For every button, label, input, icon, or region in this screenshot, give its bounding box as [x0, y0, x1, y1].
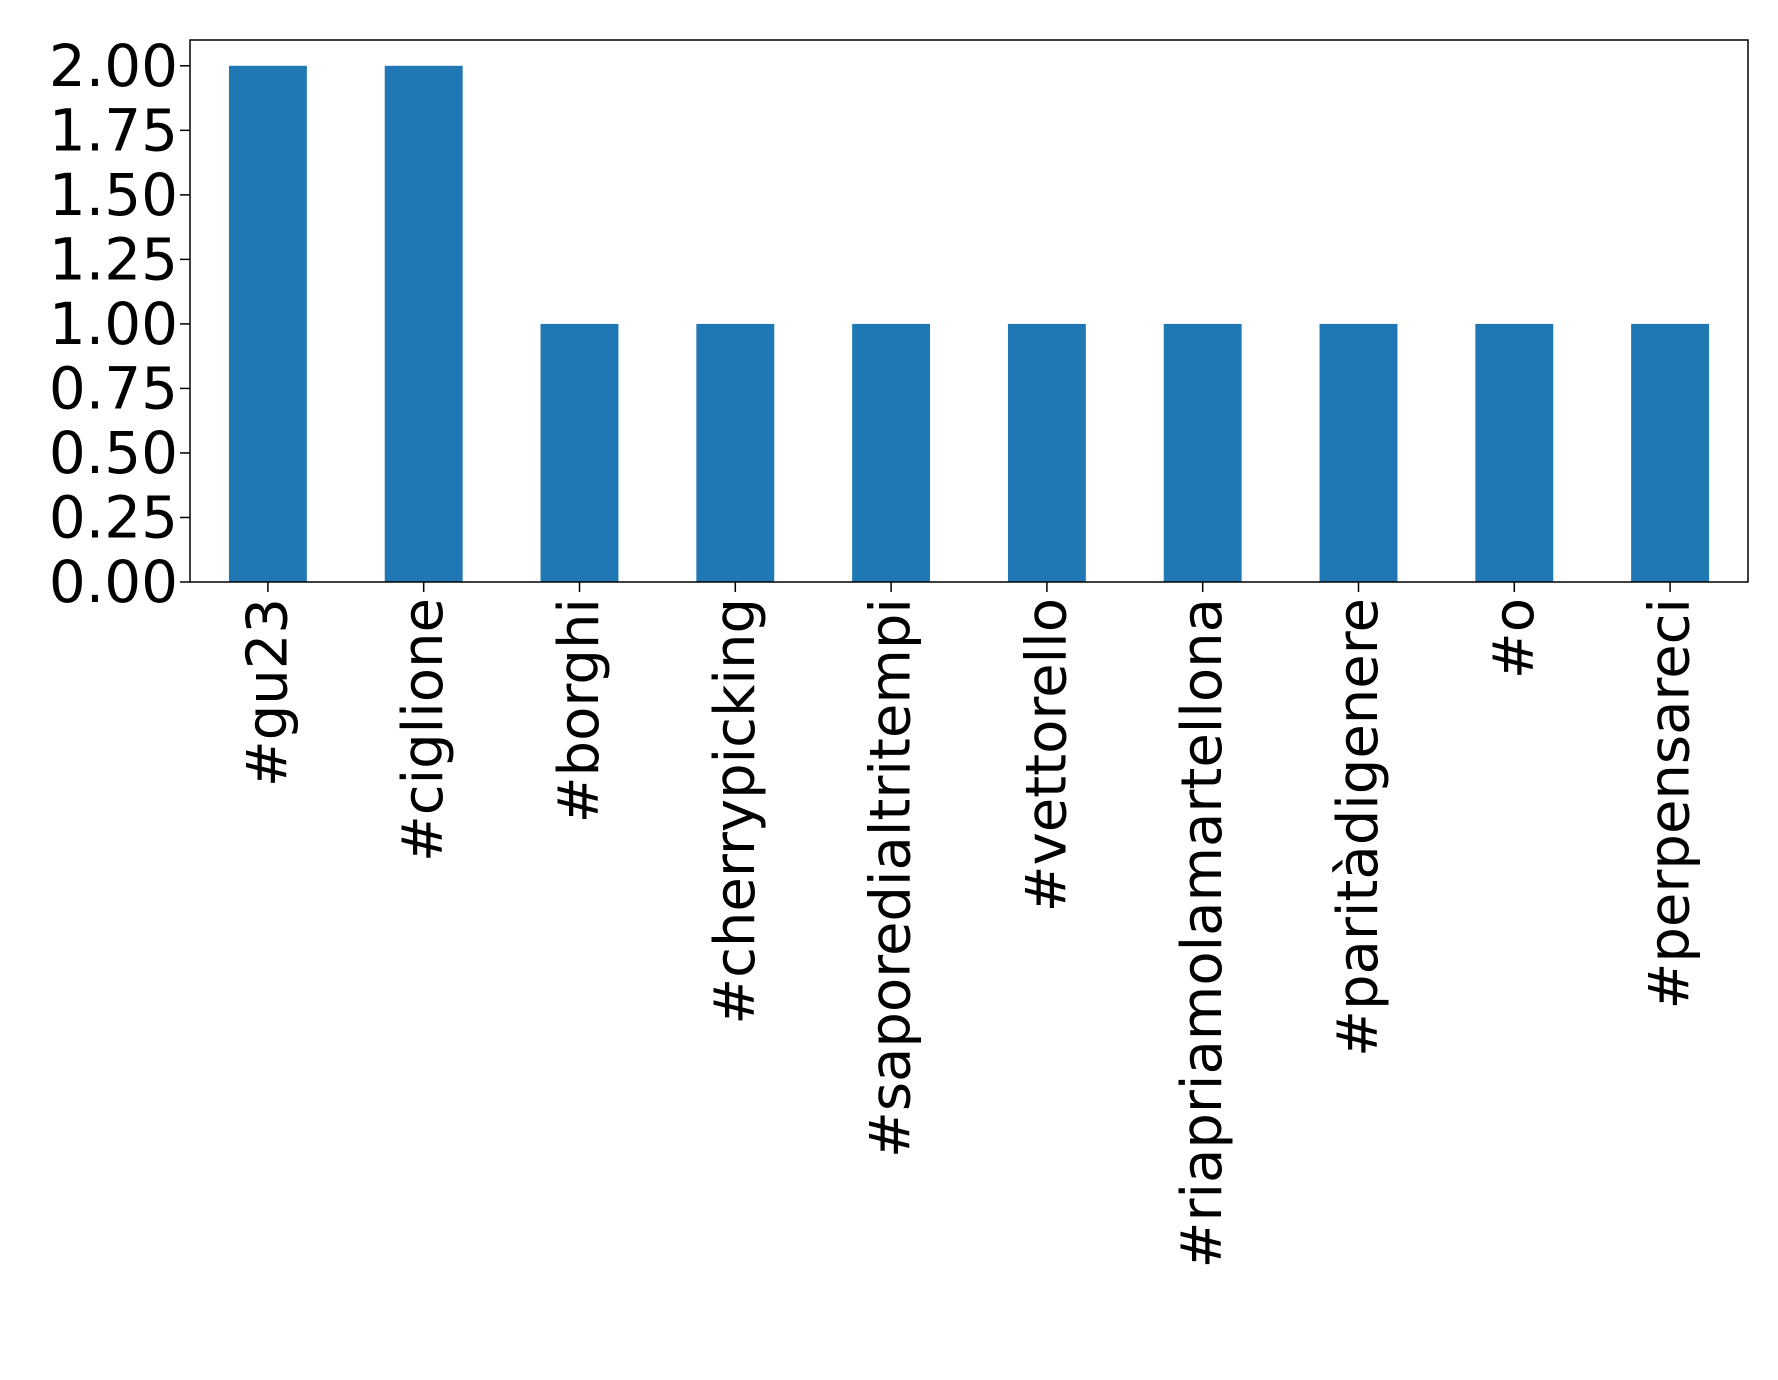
bar-8 — [1475, 323, 1554, 582]
bar-6 — [1163, 323, 1242, 582]
y-tick-label-3: 0.75 — [49, 354, 178, 422]
x-tick-label-3: #cherrypicking — [703, 598, 768, 1025]
x-tick-label-8: #o — [1482, 598, 1547, 679]
y-tick-label-7: 1.75 — [49, 96, 178, 164]
y-tick-label-1: 0.25 — [49, 483, 178, 551]
bars-layer — [228, 65, 1710, 583]
bar-7 — [1319, 323, 1398, 582]
plot-frame — [189, 39, 1749, 583]
y-tick-label-8: 2.00 — [49, 32, 178, 100]
bar-5 — [1007, 323, 1086, 582]
y-tick-label-6: 1.50 — [49, 161, 178, 229]
y-tick-label-5: 1.25 — [49, 225, 178, 293]
bar-3 — [696, 323, 775, 582]
x-tick-label-1: #ciglione — [391, 598, 456, 862]
bar-9 — [1631, 323, 1710, 582]
y-tick-label-4: 1.00 — [49, 290, 178, 358]
x-tick-label-4: #saporedialtritempi — [859, 598, 924, 1158]
x-tick-label-6: #riapriamolamartellona — [1170, 598, 1235, 1268]
bar-2 — [540, 323, 619, 582]
x-axis: #gu23 #ciglione #borghi #cherrypicking #sapo… — [235, 582, 1703, 1268]
x-tick-label-0: #gu23 — [235, 598, 300, 787]
y-axis: 0.000.250.500.751.001.251.501.752.00 — [49, 32, 190, 616]
x-tick-label-5: #vettorello — [1014, 598, 1079, 912]
x-tick-label-2: #borghi — [547, 598, 612, 823]
x-tick-label-9: #perpensareci — [1638, 598, 1703, 1010]
y-tick-label-0: 0.00 — [49, 548, 178, 616]
bar-1 — [384, 65, 463, 583]
bar-4 — [852, 323, 931, 582]
y-tick-label-2: 0.50 — [49, 419, 178, 487]
x-tick-label-7: #paritàdigenere — [1326, 598, 1391, 1057]
bar-0 — [228, 65, 307, 583]
